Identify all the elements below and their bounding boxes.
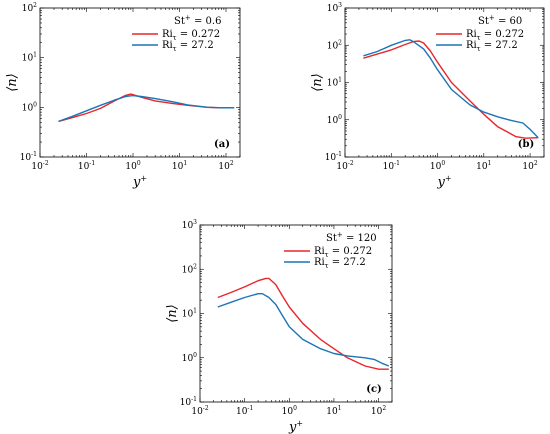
plot-frame <box>39 7 241 158</box>
y-axis-label: ⟨n⟩ <box>165 304 180 323</box>
y-tick-label: 103 <box>327 2 342 14</box>
x-tick-label: 10-1 <box>236 405 253 417</box>
x-tick-label: 10-2 <box>31 160 48 172</box>
chart-panel-3: 10-2 10-1 100 101 10210-1100101102103y+⟨n⟩St… <box>165 219 393 434</box>
x-tick-label: 101 <box>326 405 341 417</box>
legend-title: St+ = 120 <box>326 231 377 244</box>
y-tick-label: 100 <box>22 101 37 113</box>
series-line-ri-27-2 <box>58 94 235 123</box>
legend-entry: Riτ = 27.2 <box>162 40 214 53</box>
x-tick-label: 102 <box>371 405 386 417</box>
legend-entry: Riτ = 27.2 <box>466 40 518 53</box>
y-tick-label: 102 <box>182 263 197 275</box>
series-line-ri-0-272 <box>363 40 539 139</box>
x-tick-label: 100 <box>430 160 445 172</box>
x-tick-label: 10-1 <box>78 160 95 172</box>
x-tick-label: 102 <box>218 160 233 172</box>
legend-title: St+ = 60 <box>478 14 522 27</box>
x-axis-label: y+ <box>288 419 303 434</box>
series-line-ri-27-2 <box>217 293 390 367</box>
chart-panel-2: 10-2 10-1 100 101 10210-1100101102103y+⟨n⟩St… <box>310 2 545 190</box>
y-tick-label: 101 <box>22 52 37 64</box>
panel-label: (b) <box>518 139 534 150</box>
x-tick-label: 101 <box>172 160 187 172</box>
y-axis-label: ⟨n⟩ <box>310 73 325 92</box>
legend-entry: Riτ = 0.272 <box>466 29 524 42</box>
y-tick-label: 103 <box>182 219 197 231</box>
y-tick-label: 10-1 <box>325 151 342 163</box>
legend-title: St+ = 0.6 <box>174 14 221 27</box>
x-tick-label: 100 <box>282 405 297 417</box>
panel-label: (c) <box>366 384 382 395</box>
x-tick-label: 10-2 <box>336 160 353 172</box>
legend-entry: Riτ = 27.2 <box>314 257 366 270</box>
y-tick-label: 101 <box>182 308 197 320</box>
y-axis-label: ⟨n⟩ <box>5 73 20 92</box>
y-tick-label: 10-1 <box>180 396 197 408</box>
x-tick-label: 102 <box>522 160 537 172</box>
x-axis-label: y+ <box>436 174 451 190</box>
y-tick-label: 100 <box>327 114 342 126</box>
panel-label: (a) <box>214 139 230 150</box>
y-tick-label: 100 <box>182 352 197 364</box>
x-tick-label: 101 <box>476 160 491 172</box>
series-line-ri-27-2 <box>363 39 539 139</box>
y-tick-label: 102 <box>22 2 37 14</box>
y-tick-label: 101 <box>327 77 342 89</box>
y-tick-label: 10-1 <box>20 151 37 163</box>
x-axis-label: y+ <box>132 174 147 190</box>
series-line-ri-0-272 <box>217 277 389 370</box>
legend-entry: Riτ = 0.272 <box>314 246 372 259</box>
x-tick-label: 100 <box>125 160 140 172</box>
x-tick-label: 10-2 <box>191 405 208 417</box>
y-tick-label: 102 <box>327 39 342 51</box>
legend-entry: Riτ = 0.272 <box>162 29 220 42</box>
x-tick-label: 10-1 <box>383 160 400 172</box>
